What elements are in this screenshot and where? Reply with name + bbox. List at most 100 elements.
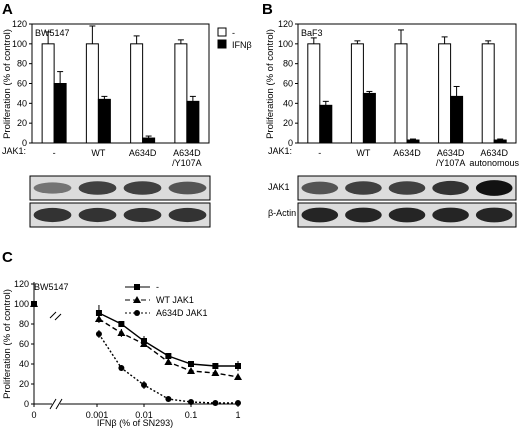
blot-b-actin-band xyxy=(345,207,382,223)
blot-b: JAK1 β-Actin xyxy=(268,175,517,228)
panel-b-category-label: A634D xyxy=(393,148,421,158)
blot-b-jak1-band xyxy=(388,181,426,195)
panel-b-category-label: A634D xyxy=(480,148,508,158)
panel-a-category-label: WT xyxy=(91,148,105,158)
panel-a-bar xyxy=(130,43,144,144)
panel-c-ytick-label: 0 xyxy=(24,399,29,409)
panel-b-bar xyxy=(319,104,333,144)
panel-c-axis-break xyxy=(49,398,63,410)
panel-a-bar xyxy=(53,83,67,144)
panel-b-ytick-label: 60 xyxy=(283,79,293,89)
panel-b-ylabel: Proliferation (% of control) xyxy=(265,29,276,139)
panel-b-bar xyxy=(362,92,376,144)
panel-c-xtick-label: 1 xyxy=(235,410,240,420)
panel-c-legend-marker xyxy=(133,296,141,303)
panel-b-cell-line: BaF3 xyxy=(301,28,323,38)
panel-c-cell-line: BW5147 xyxy=(34,282,69,292)
panel-a-ytick-label: 100 xyxy=(12,39,27,49)
panel-c-ytick-label: 100 xyxy=(14,299,29,309)
panel-c-point xyxy=(117,329,126,336)
panel-c-ytick-label: 60 xyxy=(19,339,29,349)
blot-a-actin-band xyxy=(123,207,162,223)
panel-c-chart: BW5147 Proliferation (% of control) IFNβ… xyxy=(2,279,242,428)
panel-c-ytick-label: 20 xyxy=(19,379,29,389)
legend: - IFNβ xyxy=(217,27,252,50)
panel-a-bar xyxy=(142,137,156,144)
blot-b-actin-band xyxy=(475,207,513,223)
panel-c-legend-marker xyxy=(134,284,140,290)
panel-c-legend-label: WT JAK1 xyxy=(156,295,194,305)
panel-c-point xyxy=(188,361,194,367)
panel-b-bar xyxy=(307,43,321,144)
panel-c-ytick-label: 120 xyxy=(14,279,29,289)
blot-a-actin-band xyxy=(168,207,207,223)
panel-c-point xyxy=(141,382,147,388)
panel-b-category-label: WT xyxy=(356,148,370,158)
panel-c-point xyxy=(118,321,125,327)
panel-a-group-label: JAK1: xyxy=(2,146,26,156)
panel-c-point xyxy=(164,358,173,365)
panel-c-point xyxy=(140,340,148,347)
blot-b-jak1-band xyxy=(301,181,339,195)
blot-a-jak1-band xyxy=(168,181,207,195)
panel-b-ytick-label: 0 xyxy=(288,138,293,148)
panel-c-point xyxy=(188,399,194,405)
panel-c-ytick-label: 80 xyxy=(19,319,29,329)
panel-a-bar xyxy=(97,98,111,144)
panel-b-bar xyxy=(438,43,452,144)
blot-a-jak1-band xyxy=(123,181,162,195)
panel-b-bar xyxy=(493,139,507,144)
blot-b-jak1-band xyxy=(432,180,469,196)
panel-c-xtick-label: 0.1 xyxy=(185,410,198,420)
panel-b-bar xyxy=(406,139,420,144)
panel-a-ytick-label: 120 xyxy=(12,19,27,29)
panel-c-xtick-label: 0.001 xyxy=(86,410,109,420)
panel-a-category-label: /Y107A xyxy=(172,158,202,168)
blot-b-jak1-band xyxy=(345,181,382,195)
legend-label-ifnb: IFNβ xyxy=(232,40,252,50)
panel-b-category-label: autonomous xyxy=(469,158,519,168)
blot-b-jak1-band xyxy=(475,180,513,196)
panel-a-ytick-label: 0 xyxy=(22,138,27,148)
blot-b-actin-band xyxy=(301,207,339,223)
panel-c-legend-marker xyxy=(134,310,140,316)
panel-b-chart: BaF3 Proliferation (% of control) JAK1: … xyxy=(265,19,519,168)
panel-c-point xyxy=(234,373,242,380)
panel-c-xtick-label: 0.01 xyxy=(135,410,153,420)
panel-c-point xyxy=(94,315,103,322)
panel-a-ytick-label: 60 xyxy=(17,79,27,89)
panel-b-group-label: JAK1: xyxy=(268,146,292,156)
panel-c-point xyxy=(31,301,37,307)
panel-b-bar xyxy=(394,43,408,144)
panel-c-point xyxy=(95,331,102,337)
panel-b-ytick-label: 80 xyxy=(283,59,293,69)
panel-c-point xyxy=(212,400,219,406)
blot-a-jak1-band xyxy=(33,182,72,194)
blot-a-actin-band xyxy=(78,207,117,223)
panel-a-ytick-label: 40 xyxy=(17,98,27,108)
panel-c-ylabel: Proliferation (% of control) xyxy=(2,289,13,399)
panel-label-b: B xyxy=(262,1,273,18)
panel-b-category-label: /Y107A xyxy=(436,158,466,168)
panel-c-point xyxy=(95,310,102,316)
panel-c-ytick-label: 40 xyxy=(19,359,29,369)
panel-a-ytick-label: 80 xyxy=(17,59,27,69)
panel-a-chart: BW5147 Proliferation (% of control) JAK1… xyxy=(2,19,210,168)
panel-b-category-label: - xyxy=(318,148,321,158)
panel-b-bar xyxy=(481,43,495,144)
panel-c-point xyxy=(187,367,195,374)
panel-c-point xyxy=(235,400,241,406)
panel-c-point xyxy=(212,363,219,369)
legend-swatch-ifnb xyxy=(217,39,227,49)
panel-c-legend-label: - xyxy=(156,282,159,292)
panel-label-c: C xyxy=(2,249,13,266)
panel-a-ylabel: Proliferation (% of control) xyxy=(2,29,13,139)
panel-a-category-label: A634D xyxy=(129,148,157,158)
panel-c-xtick-label: 0 xyxy=(31,410,36,420)
panel-b-category-label: A634D xyxy=(437,148,465,158)
legend-label-control: - xyxy=(232,28,235,38)
panel-a-category-label: A634D xyxy=(173,148,201,158)
panel-c-point xyxy=(235,363,241,369)
panel-b-bar xyxy=(450,95,464,144)
panel-c-line-break xyxy=(49,311,62,321)
